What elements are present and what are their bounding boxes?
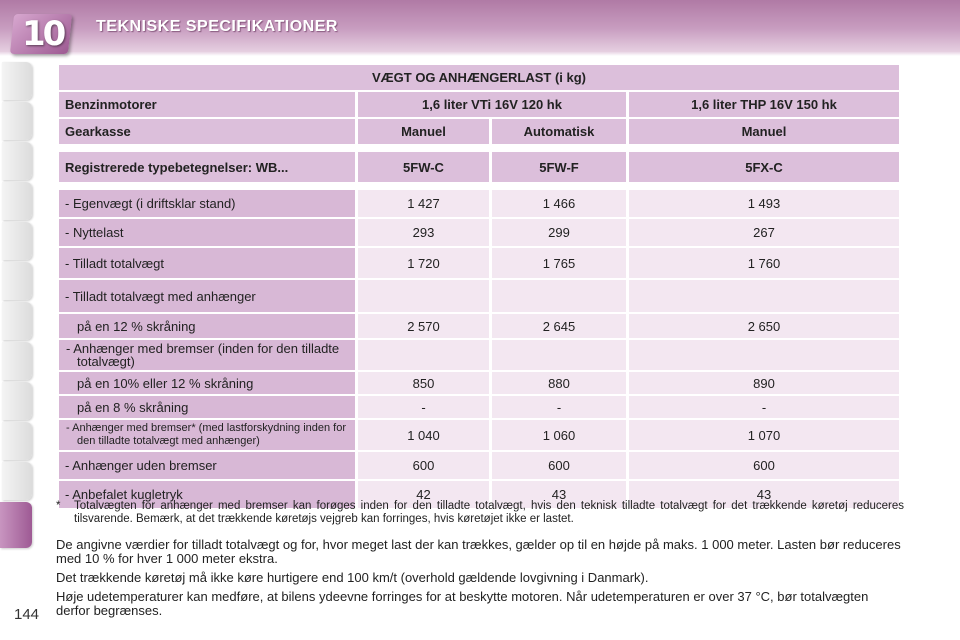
row-label: - Tilladt totalvægt med anhænger: [59, 280, 355, 312]
row-value: 267: [629, 219, 899, 246]
engine-row: Benzinmotorer 1,6 liter VTi 16V 120 hk 1…: [59, 92, 899, 117]
row-value: 850: [358, 372, 489, 394]
row-label: - Anhænger med bremser* (med lastforskyd…: [59, 420, 355, 450]
engine-1: 1,6 liter VTi 16V 120 hk: [358, 92, 626, 117]
chapter-tab[interactable]: [2, 222, 32, 260]
header-divider: [0, 52, 960, 56]
row-value: 880: [492, 372, 626, 394]
row-label: - Egenvægt (i driftsklar stand): [59, 190, 355, 217]
type-2: 5FW-F: [492, 152, 626, 182]
gearbox-1: Manuel: [358, 119, 489, 144]
type-1: 5FW-C: [358, 152, 489, 182]
gearbox-2: Automatisk: [492, 119, 626, 144]
row-value: 1 040: [358, 420, 489, 450]
row-value: 42: [358, 481, 489, 508]
table-row: - Anbefalet kugletryk 42 43 43: [59, 481, 899, 508]
row-value: 43: [492, 481, 626, 508]
weight-spec-table: VÆGT OG ANHÆNGERLAST (i kg) Benzinmotore…: [56, 63, 902, 510]
row-value: 600: [358, 452, 489, 479]
table-row: på en 8 % skråning - - -: [59, 396, 899, 418]
row-value: 1 060: [492, 420, 626, 450]
row-value: -: [492, 396, 626, 418]
footnote: * Totalvægten for anhænger med bremser k…: [56, 500, 904, 526]
note-paragraph: Det trækkende køretøj må ikke køre hurti…: [56, 570, 649, 585]
chapter-tab[interactable]: [2, 342, 32, 380]
row-value: 293: [358, 219, 489, 246]
row-value: 2 570: [358, 314, 489, 338]
row-value: 890: [629, 372, 899, 394]
table-title-row: VÆGT OG ANHÆNGERLAST (i kg): [59, 65, 899, 90]
gearbox-3: Manuel: [629, 119, 899, 144]
type-row: Registrerede typebetegnelser: WB... 5FW-…: [59, 152, 899, 182]
row-label: på en 10% eller 12 % skråning: [59, 372, 355, 394]
footnote-text: Totalvægten for anhænger med bremser kan…: [74, 500, 904, 525]
row-label: - Nyttelast: [59, 219, 355, 246]
chapter-tab[interactable]: [2, 302, 32, 340]
row-label: - Tilladt totalvægt: [59, 248, 355, 278]
type-3: 5FX-C: [629, 152, 899, 182]
chapter-tab[interactable]: [2, 462, 32, 500]
chapter-tabs: [0, 62, 34, 582]
page-number: 144: [14, 606, 40, 623]
table-row: på en 10% eller 12 % skråning 850 880 89…: [59, 372, 899, 394]
row-value: 600: [629, 452, 899, 479]
table-row: - Nyttelast 293 299 267: [59, 219, 899, 246]
gearbox-label: Gearkasse: [59, 119, 355, 144]
chapter-tab[interactable]: [2, 62, 32, 100]
row-value: [492, 280, 626, 312]
row-value: 1 760: [629, 248, 899, 278]
table-row: - Anhænger med bremser* (med lastforskyd…: [59, 420, 899, 450]
table-row: - Egenvægt (i driftsklar stand) 1 427 1 …: [59, 190, 899, 217]
engine-2: 1,6 liter THP 16V 150 hk: [629, 92, 899, 117]
chapter-header: [0, 0, 960, 52]
row-value: -: [358, 396, 489, 418]
gearbox-row: Gearkasse Manuel Automatisk Manuel: [59, 119, 899, 144]
engine-label: Benzinmotorer: [59, 92, 355, 117]
chapter-tab[interactable]: [2, 102, 32, 140]
notes-section: * Totalvægten for anhænger med bremser k…: [56, 500, 904, 618]
table-row: - Anhænger uden bremser 600 600 600: [59, 452, 899, 479]
row-value: [629, 340, 899, 370]
chapter-tab[interactable]: [2, 382, 32, 420]
row-label: på en 8 % skråning: [59, 396, 355, 418]
chapter-tab-active[interactable]: [0, 502, 32, 548]
row-value: 299: [492, 219, 626, 246]
row-value: [629, 280, 899, 312]
table-row: på en 12 % skråning 2 570 2 645 2 650: [59, 314, 899, 338]
row-value: 1 466: [492, 190, 626, 217]
footnote-marker: *: [56, 500, 61, 512]
chapter-tab[interactable]: [2, 262, 32, 300]
row-value: [492, 340, 626, 370]
row-value: [358, 340, 489, 370]
row-label: - Anhænger uden bremser: [59, 452, 355, 479]
row-value: 1 720: [358, 248, 489, 278]
row-value: 1 427: [358, 190, 489, 217]
table-row: - Tilladt totalvægt med anhænger: [59, 280, 899, 312]
chapter-tab[interactable]: [2, 142, 32, 180]
table-title: VÆGT OG ANHÆNGERLAST (i kg): [59, 65, 899, 90]
row-value: 43: [629, 481, 899, 508]
row-value: 2 645: [492, 314, 626, 338]
row-value: [358, 280, 489, 312]
chapter-number: 10: [22, 14, 66, 54]
row-value: 1 493: [629, 190, 899, 217]
note-paragraph: De angivne værdier for tilladt totalvægt…: [56, 537, 901, 566]
row-value: -: [629, 396, 899, 418]
row-value: 1 070: [629, 420, 899, 450]
row-label: på en 12 % skråning: [59, 314, 355, 338]
type-label: Registrerede typebetegnelser: WB...: [59, 152, 355, 182]
row-label: - Anhænger med bremser (inden for den ti…: [59, 340, 355, 370]
row-value: 2 650: [629, 314, 899, 338]
table-row: - Tilladt totalvægt 1 720 1 765 1 760: [59, 248, 899, 278]
chapter-tab[interactable]: [2, 422, 32, 460]
table-row: - Anhænger med bremser (inden for den ti…: [59, 340, 899, 370]
note-paragraph: Høje udetemperaturer kan medføre, at bil…: [56, 589, 869, 618]
chapter-tab[interactable]: [2, 182, 32, 220]
chapter-title: TEKNISKE SPECIFIKATIONER: [96, 18, 338, 35]
row-value: 1 765: [492, 248, 626, 278]
row-value: 600: [492, 452, 626, 479]
row-label: - Anbefalet kugletryk: [59, 481, 355, 508]
